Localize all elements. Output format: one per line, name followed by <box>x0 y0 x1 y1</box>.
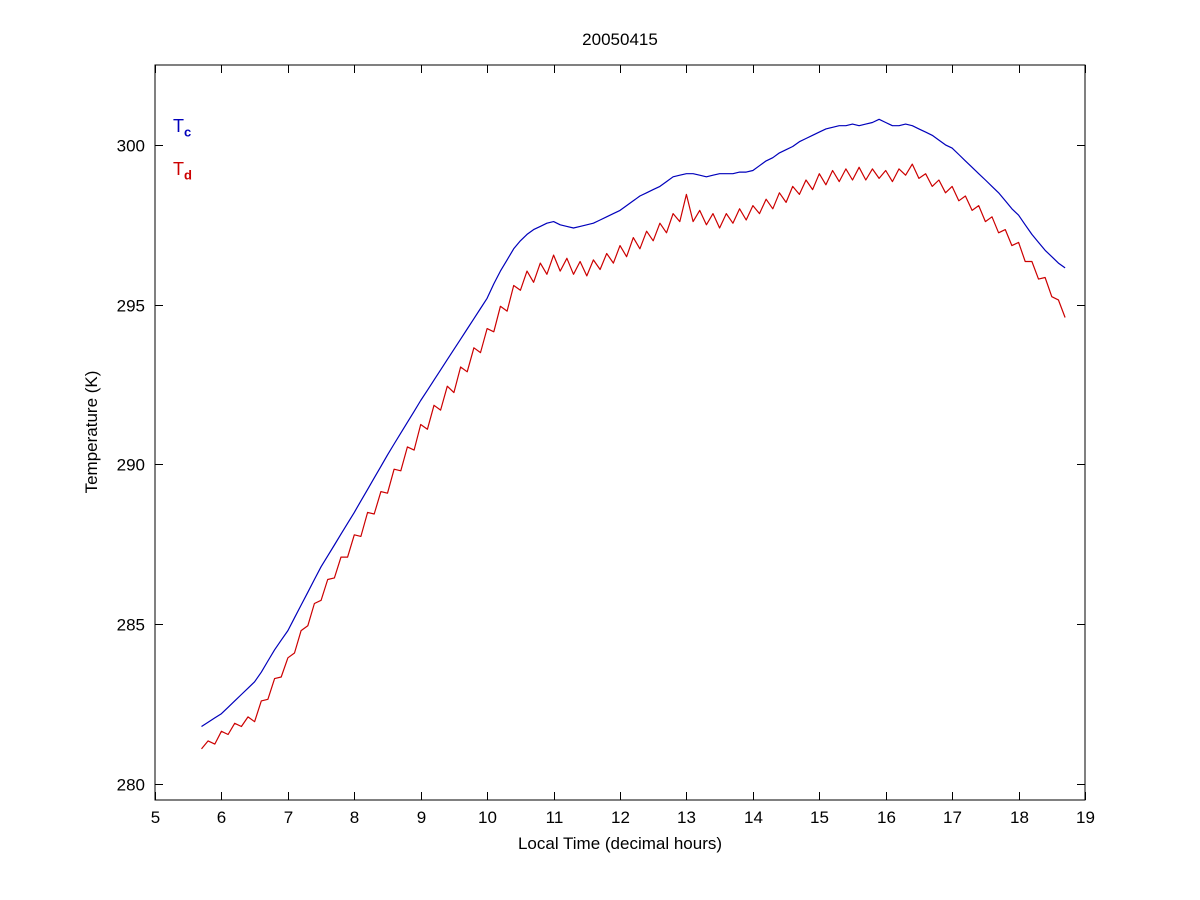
y-axis-label: Temperature (K) <box>82 370 101 494</box>
svg-text:13: 13 <box>677 808 696 827</box>
svg-text:6: 6 <box>217 808 226 827</box>
legend-td-label: T <box>173 158 184 179</box>
svg-text:12: 12 <box>611 808 630 827</box>
svg-text:17: 17 <box>943 808 962 827</box>
svg-text:5: 5 <box>151 808 160 827</box>
x-axis-label: Local Time (decimal hours) <box>517 834 723 853</box>
svg-text:16: 16 <box>877 808 896 827</box>
legend-item-tc: Tc <box>173 116 192 143</box>
legend-item-td: Td <box>173 159 192 186</box>
svg-text:295: 295 <box>117 297 145 316</box>
svg-text:290: 290 <box>117 456 145 475</box>
svg-text:9: 9 <box>417 808 426 827</box>
svg-text:19: 19 <box>1076 808 1095 827</box>
svg-text:285: 285 <box>117 616 145 635</box>
svg-text:18: 18 <box>1010 808 1029 827</box>
svg-text:8: 8 <box>350 808 359 827</box>
svg-text:280: 280 <box>117 776 145 795</box>
svg-text:300: 300 <box>117 137 145 156</box>
legend-tc-label: T <box>173 116 184 136</box>
svg-text:11: 11 <box>546 808 564 827</box>
svg-text:10: 10 <box>478 808 497 827</box>
svg-text:15: 15 <box>810 808 829 827</box>
legend: Tc Td <box>173 116 192 201</box>
chart-title: 20050415 <box>582 30 658 49</box>
svg-text:7: 7 <box>284 808 293 827</box>
legend-tc-sub: c <box>184 124 192 140</box>
svg-text:14: 14 <box>744 808 763 827</box>
legend-td-sub: d <box>184 167 192 183</box>
